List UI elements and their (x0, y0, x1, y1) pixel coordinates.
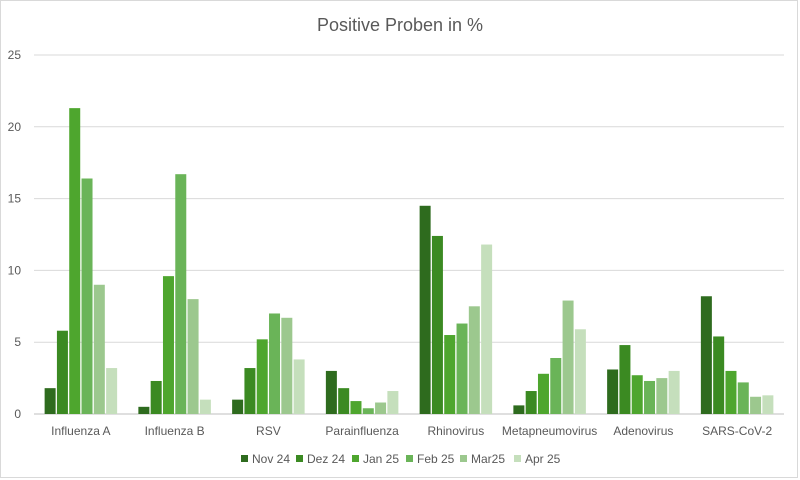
legend-swatch (352, 455, 359, 462)
x-tick-label: Influenza A (51, 424, 110, 438)
bar (562, 300, 574, 414)
bar (668, 370, 680, 414)
bar (725, 370, 737, 414)
bar (162, 276, 174, 414)
bar (456, 323, 468, 414)
legend-swatch (514, 455, 521, 462)
chart-title: Positive Proben in % (317, 15, 483, 35)
x-tick-label: Metapneumovirus (502, 424, 597, 438)
legend-swatch (241, 455, 248, 462)
legend: Nov 24 Dez 24 Jan 25 Feb 25 Mar25 Apr 25 (241, 452, 561, 466)
legend-swatch (406, 455, 413, 462)
bar (199, 399, 211, 414)
bar (56, 330, 68, 414)
legend-label: Apr 25 (525, 452, 561, 466)
bar (338, 388, 350, 414)
bar (631, 375, 643, 414)
bar (244, 368, 256, 414)
gridlines (34, 54, 784, 415)
bar (713, 336, 725, 414)
bar (444, 335, 456, 414)
bar (656, 378, 668, 414)
bar (106, 368, 118, 414)
x-tick-label: Parainfluenza (325, 424, 399, 438)
bar (269, 313, 281, 414)
y-tick-label: 10 (8, 263, 22, 277)
bar (550, 357, 562, 414)
x-tick-label: RSV (256, 424, 281, 438)
bars (44, 108, 774, 414)
bar (737, 382, 749, 414)
bar (175, 174, 187, 414)
y-tick-label: 25 (8, 48, 22, 62)
bar (481, 244, 493, 414)
bar (525, 391, 537, 414)
bar (431, 235, 443, 414)
y-tick-label: 20 (8, 120, 22, 134)
bar (325, 370, 337, 414)
legend-label: Mar25 (471, 452, 505, 466)
bar (700, 296, 712, 414)
bar (750, 396, 762, 414)
bar (281, 317, 293, 414)
bar (293, 359, 305, 414)
bar (762, 395, 774, 414)
bar (537, 373, 549, 414)
y-tick-label: 5 (14, 335, 21, 349)
x-tick-label: SARS-CoV-2 (702, 424, 772, 438)
bar (256, 339, 268, 414)
y-tick-label: 0 (14, 407, 21, 421)
bar (644, 380, 656, 414)
legend-label: Jan 25 (363, 452, 399, 466)
bar (69, 108, 81, 414)
bar (574, 329, 586, 414)
x-axis-ticks: Influenza A Influenza B RSV Parainfluenza Rh… (51, 424, 772, 438)
y-axis-ticks: 0 5 10 15 20 25 (8, 48, 22, 421)
bar (375, 402, 387, 414)
bar (350, 401, 362, 414)
x-tick-label: Adenovirus (613, 424, 673, 438)
x-tick-label: Rhinovirus (428, 424, 485, 438)
bar (419, 205, 431, 414)
bar (44, 388, 56, 414)
bar (619, 345, 631, 414)
legend-label: Feb 25 (417, 452, 455, 466)
legend-label: Dez 24 (307, 452, 345, 466)
bar (468, 306, 480, 414)
bar (362, 408, 374, 414)
legend-swatch (460, 455, 467, 462)
bar (513, 405, 525, 414)
legend-swatch (296, 455, 303, 462)
bar (187, 299, 199, 414)
x-tick-label: Influenza B (145, 424, 205, 438)
bar (81, 178, 93, 414)
bar (232, 399, 244, 414)
bar (138, 406, 150, 414)
bar (387, 391, 399, 414)
bar (93, 284, 105, 414)
legend-label: Nov 24 (252, 452, 290, 466)
bar (150, 380, 162, 414)
y-tick-label: 15 (8, 192, 22, 206)
bar (607, 369, 619, 414)
